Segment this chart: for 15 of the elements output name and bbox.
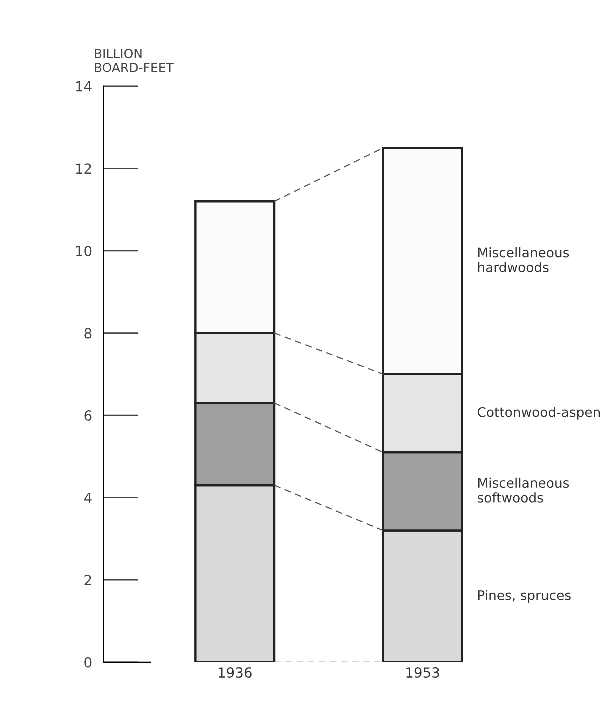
y-tick-label: 0 <box>84 657 92 668</box>
series-label: Cottonwood-aspen <box>478 407 600 420</box>
series-label: Miscellaneous hardwoods <box>478 247 570 272</box>
y-axis-title: BILLION BOARD-FEET <box>95 49 174 72</box>
y-tick-label: 10 <box>76 246 92 256</box>
y-tick-label: 12 <box>76 164 92 174</box>
x-tick-label: 1953 <box>406 668 440 678</box>
series-label: Miscellaneous softwoods <box>478 478 570 503</box>
y-tick-label: 6 <box>84 410 92 422</box>
y-tick-label: 4 <box>84 492 92 504</box>
y-tick-label: 14 <box>76 82 92 92</box>
y-tick-label: 8 <box>84 328 92 339</box>
y-tick-label: 2 <box>84 575 92 586</box>
x-tick-label: 1936 <box>218 668 252 678</box>
series-label: Pines, spruces <box>478 590 571 603</box>
